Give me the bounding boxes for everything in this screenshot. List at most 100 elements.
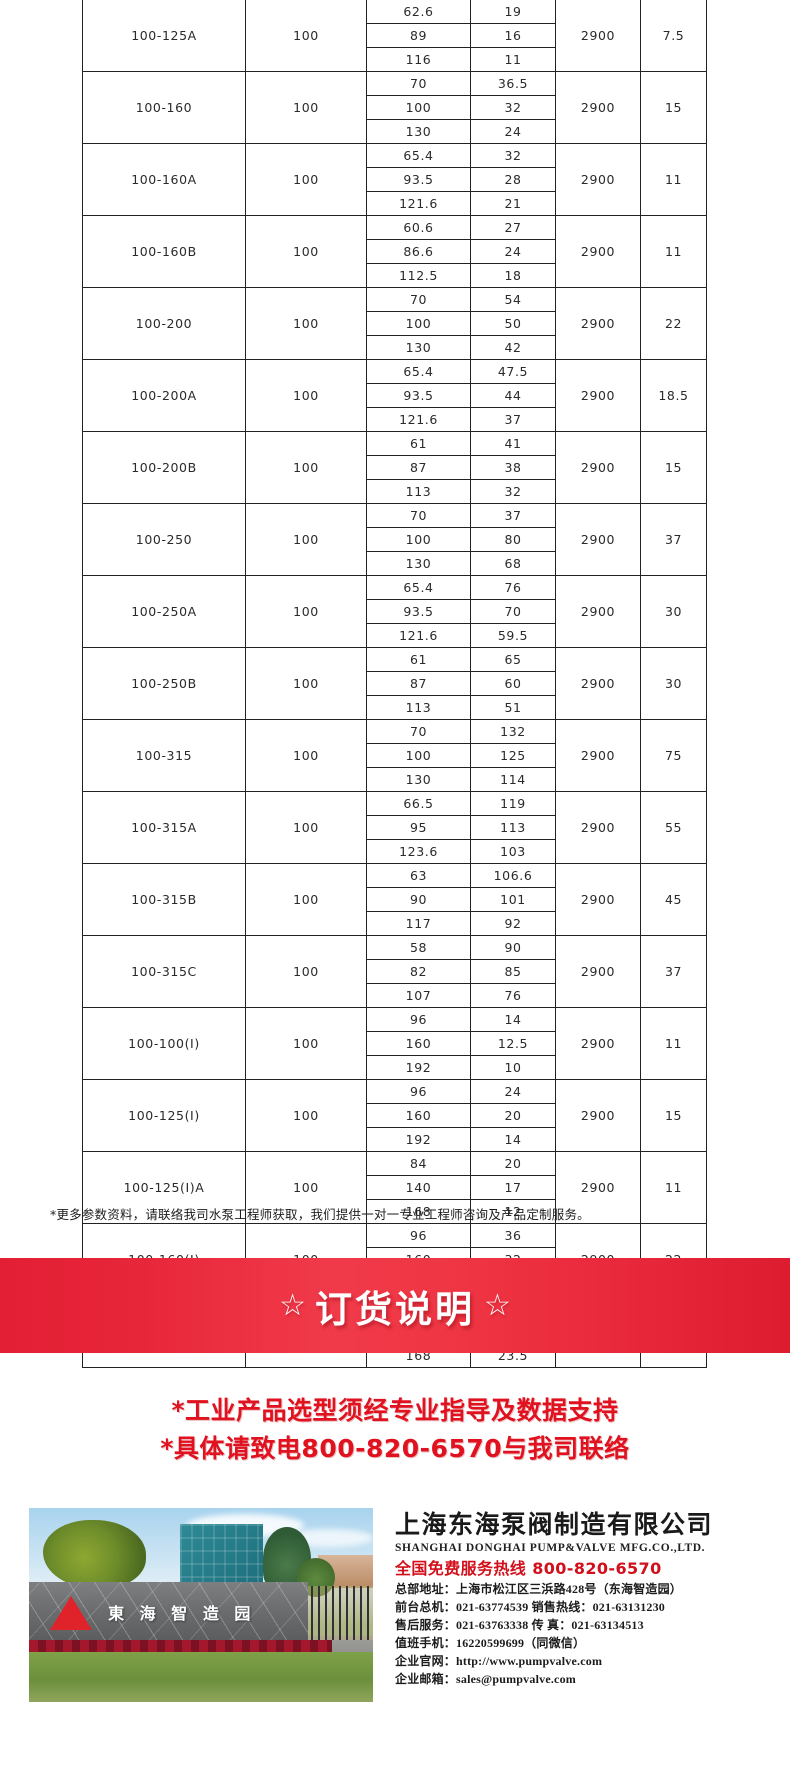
cell-flow: 70 bbox=[366, 71, 471, 96]
table-row: 100-100(I) 100 96 14 2900 11 bbox=[82, 1007, 707, 1080]
cell-power: 55 bbox=[640, 791, 707, 864]
cell-flow: 84 bbox=[366, 1151, 471, 1176]
cell-head: 41 bbox=[470, 431, 556, 456]
cell-diameter: 100 bbox=[245, 71, 367, 144]
cell-head: 132 bbox=[470, 719, 556, 744]
cell-head: 60 bbox=[470, 671, 556, 696]
table-row: 130 24 bbox=[83, 119, 707, 144]
cell-head: 24 bbox=[470, 119, 556, 144]
pump-spec-table: 100-125A 100 62.6 19 2900 7.5 89 16 116 11 100-160… bbox=[82, 0, 707, 1368]
cell-model: 100-315B bbox=[82, 863, 246, 936]
cell-flow: 100 bbox=[366, 95, 471, 120]
table-row: 100-315B 100 63 106.6 2900 45 bbox=[82, 863, 707, 936]
cell-head: 32 bbox=[470, 479, 556, 504]
star-left-icon: ☆ bbox=[279, 1288, 306, 1322]
table-row: 121.6 21 bbox=[83, 191, 707, 216]
cell-head: 16 bbox=[470, 23, 556, 48]
headline-line-1: *工业产品选型须经专业指导及数据支持 bbox=[171, 1396, 619, 1425]
table-row: 100-315A 100 66.5 119 2900 55 bbox=[82, 791, 707, 864]
company-entrance-photo: 東 海 智 造 园 bbox=[29, 1508, 373, 1702]
cell-flow: 58 bbox=[366, 935, 471, 960]
cell-diameter: 100 bbox=[245, 863, 367, 936]
cell-flow: 70 bbox=[366, 287, 471, 312]
cell-head: 37 bbox=[470, 503, 556, 528]
cell-speed: 2900 bbox=[555, 863, 641, 936]
cell-head: 18 bbox=[470, 263, 556, 288]
cell-flow: 192 bbox=[366, 1127, 471, 1152]
photo-tree-icon bbox=[42, 1519, 146, 1590]
cell-head: 10 bbox=[470, 1055, 556, 1080]
cell-head: 44 bbox=[470, 383, 556, 408]
cell-model: 100-250B bbox=[82, 647, 246, 720]
cell-speed: 2900 bbox=[555, 1007, 641, 1080]
cell-power: 15 bbox=[640, 431, 707, 504]
cell-model: 100-315A bbox=[82, 791, 246, 864]
cell-flow: 117 bbox=[366, 911, 471, 936]
cell-power: 30 bbox=[640, 575, 707, 648]
cell-head: 51 bbox=[470, 695, 556, 720]
company-contact-line: 售后服务：021-63763338 传 真：021-63134513 bbox=[395, 1618, 644, 1632]
cell-flow: 140 bbox=[366, 1175, 471, 1200]
cell-flow: 160 bbox=[366, 1031, 471, 1056]
cell-flow: 160 bbox=[366, 1103, 471, 1128]
cell-head: 76 bbox=[470, 983, 556, 1008]
spec-table-container: 100-125A 100 62.6 19 2900 7.5 89 16 116 11 100-160… bbox=[82, 0, 707, 1368]
cell-power: 30 bbox=[640, 647, 707, 720]
cell-model: 100-315C bbox=[82, 935, 246, 1008]
cell-head: 50 bbox=[470, 311, 556, 336]
cell-flow: 65.4 bbox=[366, 359, 471, 384]
hotline-number[interactable]: 800-820-6570 bbox=[532, 1559, 662, 1578]
cell-model: 100-200A bbox=[82, 359, 246, 432]
cell-flow: 121.6 bbox=[366, 407, 471, 432]
table-row: 87 38 bbox=[83, 455, 707, 480]
cell-flow: 66.5 bbox=[366, 791, 471, 816]
star-right-icon: ☆ bbox=[484, 1288, 511, 1322]
hotline-label: 全国免费服务热线 bbox=[395, 1559, 527, 1578]
cell-model: 100-125(I) bbox=[82, 1079, 246, 1152]
cell-head: 14 bbox=[470, 1127, 556, 1152]
cell-flow: 90 bbox=[366, 887, 471, 912]
cell-head: 54 bbox=[470, 287, 556, 312]
cell-diameter: 100 bbox=[245, 0, 367, 72]
table-row: 100-200 100 70 54 2900 22 bbox=[82, 287, 707, 360]
cell-head: 65 bbox=[470, 647, 556, 672]
cell-head: 68 bbox=[470, 551, 556, 576]
cell-diameter: 100 bbox=[245, 215, 367, 288]
cell-head: 101 bbox=[470, 887, 556, 912]
cell-speed: 2900 bbox=[555, 1079, 641, 1152]
table-row: 100 50 bbox=[83, 311, 707, 336]
cell-flow: 192 bbox=[366, 1055, 471, 1080]
table-row: 117 92 bbox=[83, 911, 707, 936]
cell-head: 125 bbox=[470, 743, 556, 768]
cell-head: 32 bbox=[470, 95, 556, 120]
table-row: 130 68 bbox=[83, 551, 707, 576]
cell-model: 100-125A bbox=[82, 0, 246, 72]
cell-flow: 130 bbox=[366, 119, 471, 144]
table-row: 100-250B 100 61 65 2900 30 bbox=[82, 647, 707, 720]
company-name-cn: 上海东海泵阀制造有限公司 bbox=[395, 1510, 714, 1539]
cell-speed: 2900 bbox=[555, 215, 641, 288]
table-row: 112.5 18 bbox=[83, 263, 707, 288]
table-row: 192 14 bbox=[83, 1127, 707, 1152]
cell-speed: 2900 bbox=[555, 935, 641, 1008]
cell-power: 11 bbox=[640, 1007, 707, 1080]
cell-diameter: 100 bbox=[245, 647, 367, 720]
cell-head: 106.6 bbox=[470, 863, 556, 888]
table-row: 113 51 bbox=[83, 695, 707, 720]
cell-flow: 82 bbox=[366, 959, 471, 984]
cell-model: 100-160B bbox=[82, 215, 246, 288]
company-contact-line: 总部地址：上海市松江区三浜路428号（东海智造园） bbox=[395, 1582, 683, 1596]
cell-flow: 87 bbox=[366, 671, 471, 696]
cell-diameter: 100 bbox=[245, 503, 367, 576]
cell-head: 27 bbox=[470, 215, 556, 240]
table-row: 100-250A 100 65.4 76 2900 30 bbox=[82, 575, 707, 648]
cell-flow: 70 bbox=[366, 719, 471, 744]
cell-head: 38 bbox=[470, 455, 556, 480]
cell-speed: 2900 bbox=[555, 647, 641, 720]
cell-power: 45 bbox=[640, 863, 707, 936]
cell-flow: 62.6 bbox=[366, 0, 471, 24]
cell-power: 75 bbox=[640, 719, 707, 792]
cell-power: 15 bbox=[640, 1079, 707, 1152]
cell-speed: 2900 bbox=[555, 719, 641, 792]
cell-head: 21 bbox=[470, 191, 556, 216]
